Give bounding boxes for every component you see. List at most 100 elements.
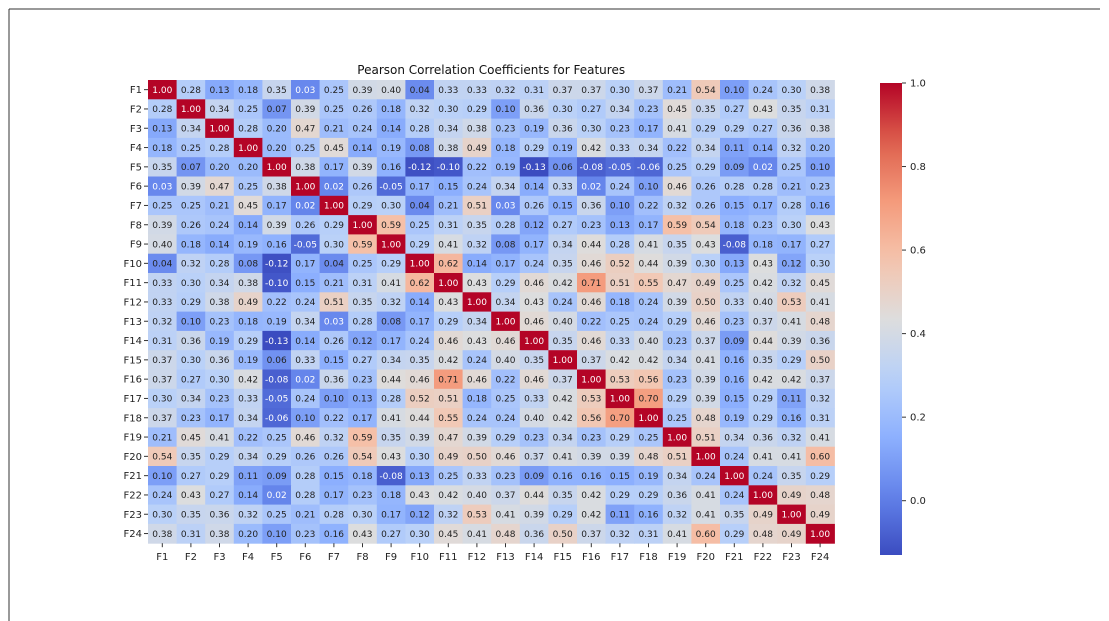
cell-value-label: 0.14 [753,144,773,154]
cell-value-label: 0.23 [667,375,687,385]
heatmap-cell [205,504,235,525]
heatmap-cell [805,137,835,158]
heatmap-cell [291,485,321,506]
cell-value-label: 0.41 [810,298,830,308]
heatmap-cell [691,253,721,274]
cell-value-label: 0.33 [724,298,744,308]
cell-value-label: 0.25 [324,86,344,96]
heatmap-cell [405,292,435,313]
cell-value-label: 0.23 [581,433,601,443]
cell-value-label: 0.11 [238,472,258,482]
cell-value-label: 0.30 [696,260,716,270]
heatmap-cell [577,485,607,506]
cell-value-label: 0.30 [152,395,172,405]
heatmap-cell [291,176,321,197]
cell-value-label: 0.33 [238,395,258,405]
heatmap-cell [605,80,635,100]
cell-value-label: 0.44 [410,414,430,424]
heatmap-cell [662,330,692,351]
heatmap-cell [777,504,807,525]
cell-value-label: 0.11 [724,144,744,154]
cell-value-label: 0.10 [152,472,172,482]
heatmap-cell [605,485,635,506]
heatmap-cell [348,427,378,448]
colorbar-tick-label: 0.4 [910,329,926,340]
cell-value-label: 0.39 [410,433,430,443]
heatmap-cell [348,485,378,506]
heatmap-cell [605,292,635,313]
heatmap-cell [462,369,492,390]
x-tick-label: F3 [213,552,225,563]
cell-value-label: 0.24 [696,472,716,482]
cell-value-label: 0.20 [238,163,258,173]
cell-value-label: 0.46 [295,433,315,443]
heatmap-cell [205,350,235,370]
heatmap-cell [291,292,321,313]
cell-value-label: 0.40 [638,337,658,347]
cell-value-label: 0.39 [781,337,801,347]
cell-value-label: 0.50 [696,298,716,308]
heatmap-cell [748,292,778,313]
heatmap-cell [205,176,235,197]
cell-value-label: 0.20 [267,124,287,134]
heatmap-cell [805,504,835,525]
cell-value-label: 0.48 [810,491,830,501]
cell-value-label: 0.19 [724,414,744,424]
heatmap-cell [462,350,492,370]
cell-value-label: 1.00 [495,317,515,327]
cell-value-label: 0.23 [495,124,515,134]
cell-value-label: 0.32 [495,86,515,96]
heatmap-cell [634,388,664,409]
heatmap-cell [605,253,635,274]
heatmap-cell [548,215,578,235]
cell-value-label: 0.25 [781,163,801,173]
heatmap-cell [777,523,807,544]
heatmap-cell [491,137,521,158]
heatmap-cell [805,485,835,506]
y-tick-label: F13 [124,317,142,328]
heatmap-cell [376,388,406,409]
cell-value-label: 0.32 [667,510,687,520]
heatmap-cell [519,446,549,467]
heatmap-cell [777,408,807,428]
cell-value-label: 0.51 [610,279,630,289]
heatmap-cell [205,215,235,235]
heatmap-cell [662,388,692,409]
heatmap-cell [148,176,178,197]
heatmap-cell [319,137,349,158]
cell-value-label: 0.17 [781,240,801,250]
cell-value-label: 0.38 [238,279,258,289]
cell-value-label: 1.00 [295,182,315,192]
heatmap-cell [748,80,778,100]
cell-value-label: 0.34 [238,414,258,424]
cell-value-label: 0.10 [810,163,830,173]
cell-value-label: 1.00 [152,86,172,96]
cell-value-label: 0.40 [495,356,515,366]
cell-value-label: 0.02 [581,182,601,192]
cell-value-label: 0.18 [352,472,372,482]
cell-value-label: 0.32 [781,279,801,289]
cell-value-label: 0.46 [495,337,515,347]
cell-value-label: 0.15 [438,182,458,192]
heatmap-cell [605,446,635,467]
cell-value-label: 0.14 [238,491,258,501]
y-tick-label: F23 [124,510,142,521]
heatmap-cell [405,311,435,332]
cell-value-label: 0.34 [638,144,658,154]
heatmap-cell [491,234,521,255]
cell-value-label: 0.44 [753,337,773,347]
cell-value-label: 0.60 [810,453,830,463]
heatmap-cell [233,408,263,428]
cell-value-label: 0.31 [638,530,658,540]
cell-value-label: 0.25 [438,472,458,482]
heatmap-cell [634,311,664,332]
cell-value-label: 0.35 [152,163,172,173]
cell-value-label: 0.29 [209,472,229,482]
cell-value-label: 0.28 [324,510,344,520]
heatmap-cell [376,369,406,390]
heatmap-cell [376,137,406,158]
heatmap-cell [434,446,464,467]
heatmap-cell [319,466,349,486]
cell-value-label: 0.35 [667,240,687,250]
